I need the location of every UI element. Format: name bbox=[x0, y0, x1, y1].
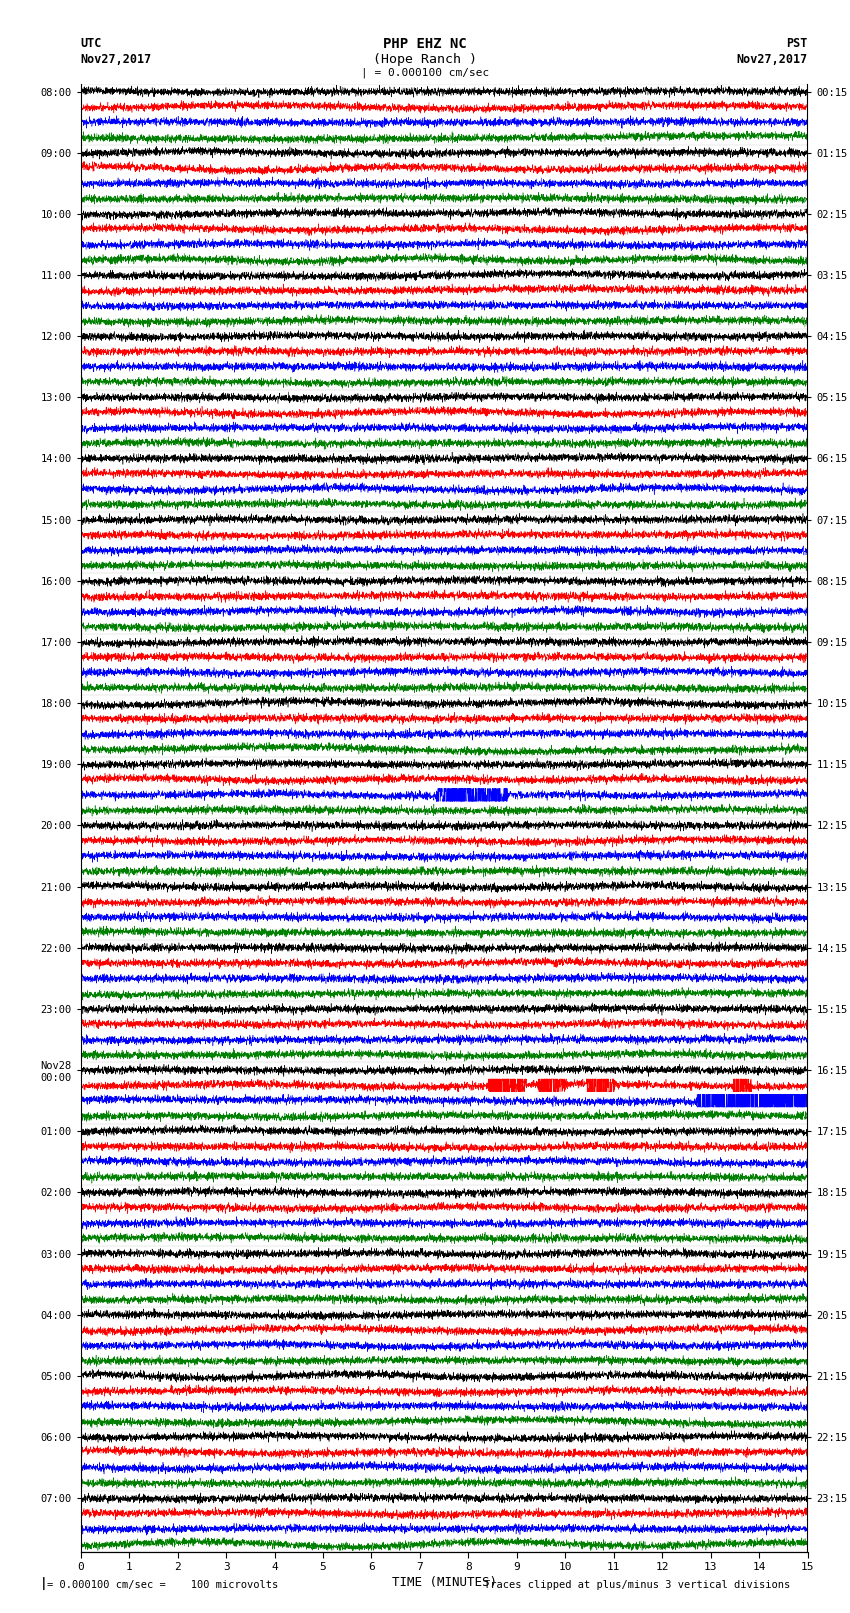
X-axis label: TIME (MINUTES): TIME (MINUTES) bbox=[392, 1576, 496, 1589]
Text: UTC: UTC bbox=[81, 37, 102, 50]
Text: = 0.000100 cm/sec =    100 microvolts: = 0.000100 cm/sec = 100 microvolts bbox=[47, 1581, 278, 1590]
Text: PHP EHZ NC: PHP EHZ NC bbox=[383, 37, 467, 52]
Text: PST: PST bbox=[786, 37, 807, 50]
Text: Traces clipped at plus/minus 3 vertical divisions: Traces clipped at plus/minus 3 vertical … bbox=[484, 1581, 790, 1590]
Text: (Hope Ranch ): (Hope Ranch ) bbox=[373, 53, 477, 66]
Text: |: | bbox=[40, 1578, 48, 1590]
Text: Nov27,2017: Nov27,2017 bbox=[81, 53, 152, 66]
Text: Nov27,2017: Nov27,2017 bbox=[736, 53, 808, 66]
Text: | = 0.000100 cm/sec: | = 0.000100 cm/sec bbox=[361, 68, 489, 79]
